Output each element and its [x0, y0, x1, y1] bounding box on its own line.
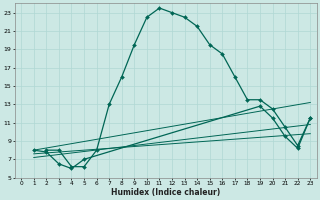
- X-axis label: Humidex (Indice chaleur): Humidex (Indice chaleur): [111, 188, 220, 197]
